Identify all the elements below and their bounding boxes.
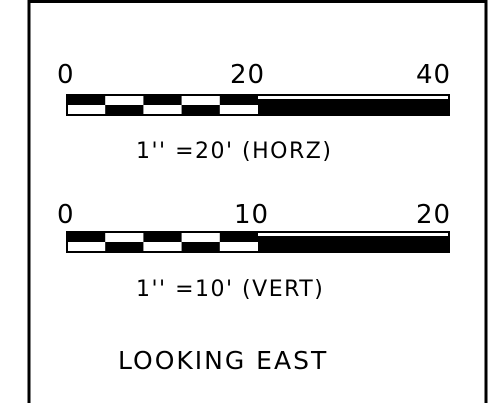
- vert-checker-segment-3: [181, 242, 220, 252]
- vert-tick-label-1: 10: [234, 200, 269, 230]
- horz-scale-caption: 1'' =20' (HORZ): [136, 139, 332, 164]
- horz-scale-bar: [66, 94, 450, 116]
- vert-tick-label-0: 0: [57, 200, 75, 230]
- horz-checker-segment-1: [105, 105, 144, 115]
- horz-checker-segment-4: [219, 95, 258, 105]
- horizontal-scale: 0 20 40 1'' =20' (HORZ): [57, 60, 451, 164]
- vert-checker-segment-0: [67, 232, 106, 242]
- vert-solid-segment: [258, 236, 449, 252]
- vert-checker-segment-2: [143, 232, 182, 242]
- vertical-scale: 0 10 20 1'' =10' (VERT): [57, 200, 451, 302]
- vert-checker-segment-4: [219, 232, 258, 242]
- horz-tick-label-1: 20: [230, 60, 265, 90]
- horz-solid-segment: [258, 99, 449, 115]
- horz-tick-label-0: 0: [57, 60, 75, 90]
- horz-tick-label-2: 40: [416, 60, 451, 90]
- looking-direction-label: LOOKING EAST: [118, 346, 328, 375]
- vert-scale-caption: 1'' =10' (VERT): [136, 277, 324, 302]
- horz-checker-segment-2: [143, 95, 182, 105]
- vert-scale-bar: [66, 231, 450, 253]
- horz-checker-segment-0: [67, 95, 106, 105]
- vert-checker-segment-1: [105, 242, 144, 252]
- vert-tick-label-2: 20: [416, 200, 451, 230]
- horz-checker-segment-3: [181, 105, 220, 115]
